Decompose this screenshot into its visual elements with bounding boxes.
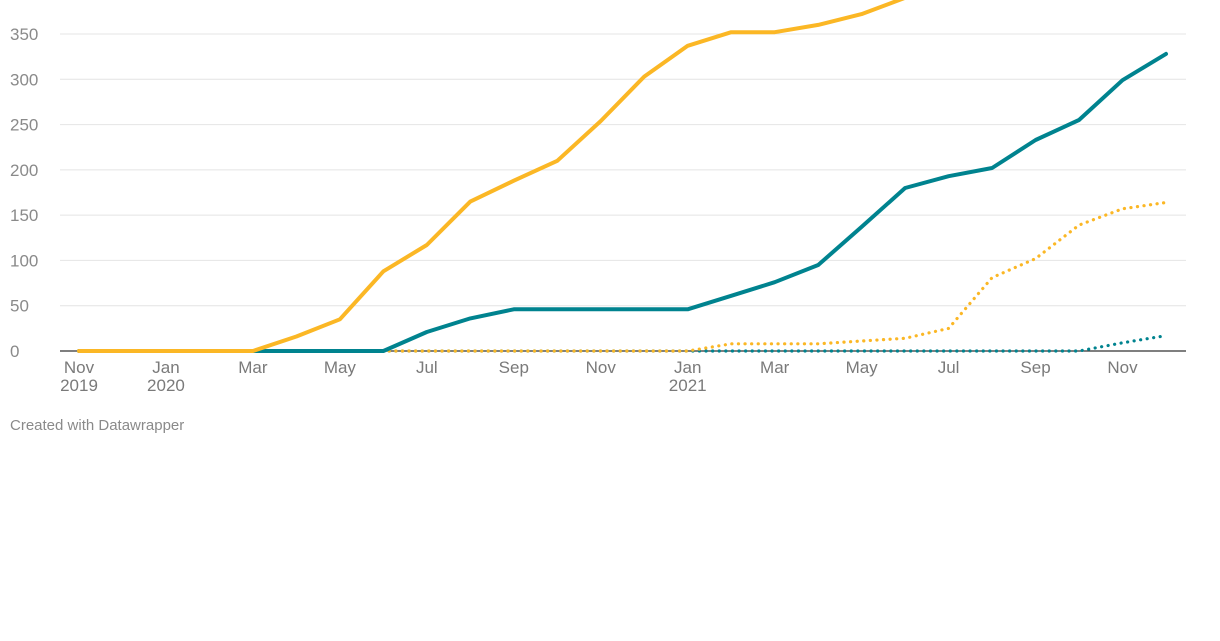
x-tick-label: Nov — [1107, 358, 1138, 377]
x-tick-year-label: 2019 — [60, 376, 98, 395]
y-tick-label: 200 — [10, 161, 38, 180]
x-tick-label: Jan — [674, 358, 701, 377]
x-tick-label: Mar — [238, 358, 268, 377]
series-line-4 — [77, 334, 1168, 353]
series-line-3 — [77, 200, 1168, 353]
datawrapper-credit: Created with Datawrapper — [10, 417, 185, 434]
x-tick-label: Mar — [760, 358, 790, 377]
y-tick-label: 300 — [10, 70, 38, 89]
x-tick-label: Sep — [1020, 358, 1050, 377]
x-tick-year-label: 2020 — [147, 376, 185, 395]
x-tick-label: Sep — [499, 358, 529, 377]
x-tick-label: Nov — [586, 358, 617, 377]
y-tick-label: 250 — [10, 116, 38, 135]
x-tick-year-label: 2021 — [669, 376, 707, 395]
x-tick-label: May — [846, 358, 879, 377]
x-tick-label: Jul — [416, 358, 438, 377]
y-tick-label: 150 — [10, 206, 38, 225]
x-tick-label: Jan — [152, 358, 179, 377]
x-tick-label: Nov — [64, 358, 95, 377]
y-tick-label: 100 — [10, 251, 38, 270]
series-line-2 — [77, 51, 1168, 353]
series-lines — [77, 0, 1168, 353]
series-line-1 — [77, 0, 905, 353]
y-tick-label: 0 — [10, 342, 19, 361]
x-tick-label: Jul — [938, 358, 960, 377]
y-tick-label: 50 — [10, 297, 29, 316]
gridlines — [60, 33, 1186, 352]
y-axis-tick-labels: 0 50 100 150 200 250 300 350 — [10, 25, 38, 361]
x-tick-label: May — [324, 358, 357, 377]
y-tick-label: 350 — [10, 25, 38, 44]
